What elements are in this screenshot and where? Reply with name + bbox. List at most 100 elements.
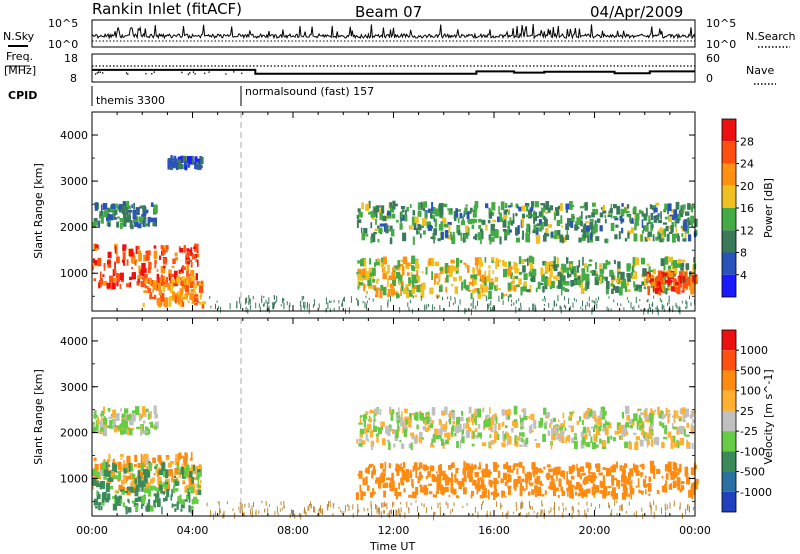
power-cell [641,234,643,241]
freq-dot [95,73,96,75]
cpid-panel: CPID themis 3300 normalsound (fast) 157 [8,85,374,107]
power-cell [492,270,494,274]
power-cell [359,282,363,285]
velocity-cell [463,423,465,430]
velocity-cell [511,428,513,433]
power-cell [627,204,629,209]
power-cell [195,164,199,169]
power-ground-cell [503,300,504,305]
velocity-cell [154,414,158,419]
power-cell [117,217,120,219]
velocity-cell [492,481,494,484]
power-cell [669,272,673,277]
velocity-ytick-label: 2000 [60,427,88,440]
power-cell [383,216,387,221]
velocity-ground-cell [433,512,434,515]
velocity-cell [548,469,553,473]
velocity-cell [572,465,575,470]
velocity-cell [501,478,504,483]
velocity-cell [629,419,633,424]
velocity-cell [117,491,120,493]
power-cell [522,214,525,219]
velocity-ground-cell [616,501,617,504]
velocity-cell [433,494,437,497]
velocity-cell [427,471,431,477]
power-cell [580,206,584,208]
power-cell [401,211,403,218]
power-cell [143,255,145,262]
power-cell [674,234,678,239]
velocity-ground-cell [313,506,314,512]
velocity-cell [581,473,585,476]
velocity-cell [488,492,490,499]
power-ground-cell [647,300,648,302]
velocity-ground-cell [578,502,579,505]
velocity-ground-cell [352,504,353,509]
power-ground-cell [511,304,512,306]
power-cell [455,208,458,217]
velocity-cell [120,408,122,411]
velocity-cell [404,429,407,437]
velocity-cell [638,490,640,494]
velocity-cell [533,420,536,428]
power-cell [545,228,548,233]
power-cell [150,218,154,223]
power-cell [670,225,673,233]
velocity-cell [640,412,642,415]
velocity-cell [534,478,537,483]
velocity-cell [553,488,556,497]
power-ground-cell [672,306,673,310]
power-cell [556,275,558,281]
velocity-cell [98,504,100,510]
power-cell [617,269,621,272]
velocity-ground-cell [280,509,281,512]
power-cell [450,260,454,263]
velocity-ground-cell [614,500,615,506]
power-cell [358,212,363,218]
power-cell [518,278,522,285]
power-cell [532,231,536,233]
velocity-ground-cell [654,512,655,519]
velocity-ground-cell [213,514,214,520]
power-cell [446,275,449,283]
power-cell [616,206,620,215]
power-cell [648,215,650,222]
freq-dot [195,73,196,75]
freq-tick-high-left: 18 [64,52,78,65]
freq-dot [181,72,182,74]
velocity-cell [444,433,447,438]
velocity-cell [108,478,110,481]
power-cell [362,233,366,241]
velocity-cell [666,473,669,480]
velocity-cell [662,423,665,428]
velocity-ground-cell [278,513,279,516]
power-cell [154,207,157,211]
power-cell [489,237,491,245]
power-cell [107,283,111,289]
velocity-cell [645,489,647,494]
velocity-cell [642,464,645,470]
velocity-ground-cell [447,503,448,509]
velocity-cell [657,407,660,416]
xaxis-tick-label: 20:00 [579,524,611,537]
power-ground-cell [313,304,314,308]
power-cell [608,215,612,217]
velocity-ground-cell [227,501,228,504]
velocity-ground-cell [233,508,234,511]
power-ground-cell [248,295,249,298]
power-cell [158,302,161,307]
power-ground-cell [341,303,342,306]
freq-panel: Freq. [MHz] 18 8 60 0 Nave [4,50,776,85]
velocity-ground-cell [542,504,543,507]
power-cell [488,265,490,268]
power-cell [615,225,618,228]
power-cell [622,218,624,222]
power-cell [116,222,119,228]
power-cell [566,268,569,274]
velocity-cell [153,500,156,506]
power-ground-cell [369,298,370,300]
velocity-cell [173,485,175,494]
velocity-ground-cell [215,511,216,516]
power-cell [524,259,527,262]
xaxis-tick-label: 08:00 [277,524,309,537]
